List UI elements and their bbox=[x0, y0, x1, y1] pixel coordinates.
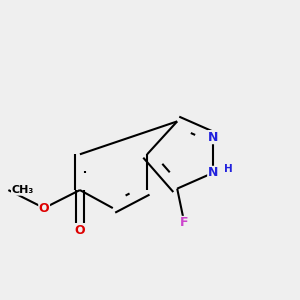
Text: methyl: methyl bbox=[14, 189, 20, 191]
Text: N: N bbox=[208, 130, 218, 144]
Text: F: F bbox=[180, 217, 189, 230]
Text: CH₃: CH₃ bbox=[12, 185, 34, 195]
Text: O: O bbox=[39, 202, 50, 214]
Text: H: H bbox=[224, 164, 233, 174]
Text: N: N bbox=[208, 167, 218, 179]
Text: O: O bbox=[75, 224, 85, 237]
